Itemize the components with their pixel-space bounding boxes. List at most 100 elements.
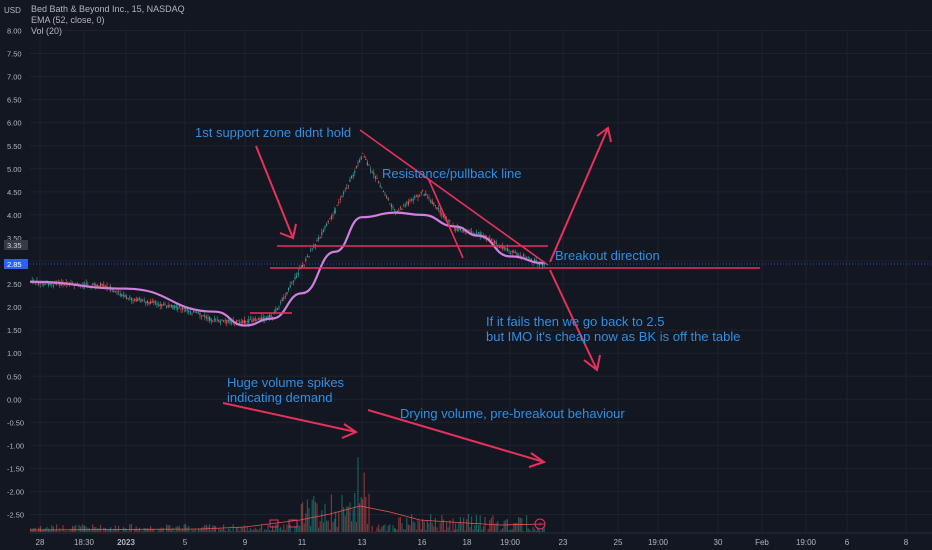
volume-bar [43, 528, 45, 532]
candle-body [239, 322, 241, 324]
volume-legend[interactable]: Vol (20) [31, 26, 63, 36]
y-tick-label: 6.50 [7, 96, 22, 105]
volume-bar [419, 521, 421, 532]
volume-bar [389, 524, 391, 532]
volume-bar [527, 528, 529, 532]
volume-bar [169, 525, 171, 532]
candle-body [526, 257, 528, 259]
candle-body [406, 202, 408, 204]
volume-bar [219, 529, 221, 532]
volume-bar [114, 525, 116, 532]
volume-bar [88, 528, 90, 532]
volume-bar [113, 529, 115, 532]
candle-body [456, 227, 458, 231]
ema-legend[interactable]: EMA (52, close, 0) [31, 15, 105, 25]
volume-bar [134, 529, 136, 532]
volume-bar [411, 514, 413, 532]
volume-bar [96, 528, 98, 532]
volume-bar [365, 496, 367, 532]
volume-bar [237, 526, 239, 532]
candle-body [85, 283, 87, 285]
candle-body [291, 282, 293, 283]
volume-bar [90, 530, 92, 532]
candle-body [318, 237, 320, 240]
volume-bar [406, 517, 408, 532]
candle-body [387, 197, 389, 200]
candle-body [351, 175, 353, 179]
candle-body [409, 200, 411, 201]
candle-body [510, 253, 512, 255]
candle-body [49, 283, 51, 285]
candle-body [95, 284, 97, 287]
volume-bar [463, 517, 465, 532]
x-tick-label: Feb [755, 538, 769, 547]
volume-bar [506, 519, 508, 532]
candle-body [210, 318, 212, 322]
volume-bar [478, 525, 480, 532]
candle-body [186, 308, 188, 312]
volume-bar [156, 531, 158, 532]
volume-bar [442, 519, 444, 532]
candle-body [490, 239, 492, 241]
volume-bar [334, 518, 336, 532]
candle-body [308, 256, 310, 257]
candle-body [129, 296, 131, 298]
breakout-up-arrow [549, 127, 609, 263]
annotation-fail-2: but IMO it's cheap now as BK is off the … [486, 329, 740, 344]
symbol-title[interactable]: Bed Bath & Beyond Inc., 15, NASDAQ [31, 4, 185, 14]
volume-bar [224, 530, 226, 532]
volume-bar [158, 529, 160, 532]
volume-bar [167, 525, 169, 532]
volume-bar [207, 526, 209, 532]
x-tick-label: 13 [358, 538, 367, 547]
volume-bar [431, 523, 433, 532]
candle-body [434, 205, 436, 207]
volume-bar [62, 525, 64, 532]
candle-body [132, 300, 134, 301]
y-tick-label: 2.00 [7, 303, 22, 312]
volume-bar [362, 498, 364, 532]
candle-body [313, 247, 315, 249]
volume-bar [433, 526, 435, 532]
candle-body [511, 250, 513, 253]
candle-body [92, 284, 94, 286]
volume-bar [261, 524, 263, 532]
event-icon-2 [288, 519, 298, 528]
candle-body [417, 195, 419, 198]
candle-body [436, 207, 438, 210]
x-tick-label: 16 [418, 538, 427, 547]
candle-body [314, 244, 316, 247]
volume-bar [336, 526, 338, 532]
candle-body [212, 320, 214, 322]
volume-bar [269, 530, 271, 532]
candle-body [272, 316, 274, 319]
volume-bar [316, 503, 318, 532]
volume-bar [498, 531, 500, 532]
candle-body [302, 265, 304, 268]
candle-body [336, 205, 338, 207]
candle-body [522, 254, 524, 257]
candle-body [215, 320, 217, 322]
candle-body [419, 195, 421, 197]
volume-bar [232, 524, 234, 532]
volume-bar [392, 524, 394, 532]
candle-body [426, 197, 428, 199]
flash-icon[interactable]: ⚡ [534, 518, 546, 530]
volume-bar [516, 523, 518, 532]
candle-body [100, 283, 102, 287]
candle-body [246, 321, 248, 322]
volume-bar [186, 527, 188, 532]
volume-bar [246, 526, 248, 532]
volume-bar [452, 518, 454, 532]
volume-bar [243, 525, 245, 532]
volume-bar [253, 529, 255, 532]
volume-bar [251, 529, 253, 532]
volume-bar [494, 525, 496, 532]
volume-bar [343, 507, 345, 532]
candle-body [472, 233, 474, 234]
candle-body [398, 210, 400, 211]
volume-bar [280, 527, 282, 532]
candle-body [386, 196, 388, 198]
volume-bar [469, 527, 471, 532]
